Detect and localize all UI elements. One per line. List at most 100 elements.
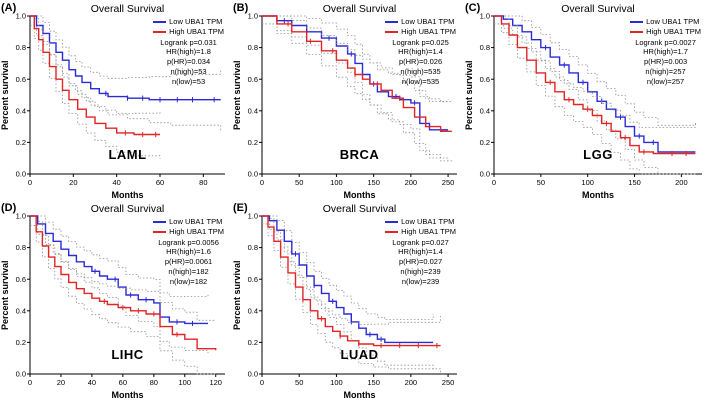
ci-lower-curve: [494, 23, 696, 175]
low-line-swatch: [385, 20, 399, 23]
legend-item-low: Low UBA1 TPM: [153, 17, 224, 27]
legend-item-high: High UBA1 TPM: [385, 227, 456, 237]
ci-lower-curve: [262, 23, 453, 163]
cancer-type-label: LGG: [583, 147, 613, 162]
stat-line: Logrank p=0.0027: [635, 37, 696, 47]
x-tick-label: 20: [69, 178, 77, 187]
stat-line: Logrank p=0.0056: [158, 237, 219, 247]
y-tick-label: 0.2: [248, 138, 258, 147]
y-tick-label: 0.4: [16, 106, 26, 115]
y-tick-label: 0.4: [248, 306, 258, 315]
x-tick-label: 40: [88, 378, 96, 387]
stat-line: HR(high)=1.7: [643, 47, 688, 57]
y-tick-label: 0.6: [16, 275, 26, 284]
low-line-swatch: [630, 20, 644, 23]
legend-label: High UBA1 TPM: [401, 226, 456, 236]
x-tick-label: 150: [628, 178, 641, 187]
panel-brca: 0.0 0.2 0.4 0.6 0.8 1.0 0 50 100 150 200 250 (B) Ov…: [232, 2, 464, 200]
low-line-swatch: [385, 220, 399, 223]
stat-line: HR(high)=1.4: [398, 47, 443, 57]
y-tick-label: 0.2: [16, 138, 26, 147]
y-tick-label: 0.2: [480, 138, 490, 147]
legend: Low UBA1 TPM High UBA1 TPM Logrank p=0.0…: [630, 17, 701, 86]
legend-item-high: High UBA1 TPM: [153, 227, 224, 237]
x-tick-label: 100: [581, 178, 594, 187]
legend-label: Low UBA1 TPM: [169, 17, 223, 26]
y-tick-label: 0.8: [248, 243, 258, 252]
y-tick-label: 0.0: [480, 170, 490, 179]
y-axis-label: Percent survival: [0, 260, 10, 330]
x-tick-label: 100: [179, 378, 192, 387]
x-tick-label: 50: [295, 178, 303, 187]
panel-letter: (E): [233, 202, 248, 214]
ci-upper-curve: [262, 15, 453, 103]
x-tick-label: 0: [28, 178, 32, 187]
x-tick-label: 250: [442, 378, 455, 387]
y-axis-label: Percent survival: [0, 60, 10, 130]
stat-line: p(HR)=0.0061: [164, 257, 213, 266]
y-tick-label: 0.8: [16, 243, 26, 252]
stat-line: HR(high)=1.6: [166, 247, 211, 257]
ci-upper-curve: [494, 15, 696, 128]
y-tick-label: 0.6: [248, 275, 258, 284]
km-curve: [30, 215, 217, 351]
legend: Low UBA1 TPM High UBA1 TPM Logrank p=0.0…: [153, 217, 224, 286]
x-tick-label: 100: [330, 378, 343, 387]
legend-item-low: Low UBA1 TPM: [153, 217, 224, 227]
ci-lower-curve: [30, 25, 161, 159]
high-line-swatch: [385, 230, 399, 233]
legend-label: Low UBA1 TPM: [401, 217, 455, 226]
stat-line: n(low)=53: [171, 76, 206, 86]
legend-label: High UBA1 TPM: [169, 26, 224, 36]
x-tick-label: 50: [295, 378, 303, 387]
y-tick-label: 0.8: [248, 43, 258, 52]
stats-block: Logrank p=0.025 HR(high)=1.4 p(HR)=0.026 n(…: [385, 38, 456, 87]
cancer-type-label: BRCA: [339, 147, 380, 162]
stat-line: Logrank p=0.027: [392, 237, 449, 247]
km-curve: [494, 15, 696, 155]
x-tick-label: 0: [260, 378, 264, 387]
stats-block: Logrank p=0.0027 HR(high)=1.7 p(HR)=0.003 n…: [630, 38, 701, 87]
y-tick-label: 1.0: [248, 12, 258, 21]
x-tick-label: 60: [119, 378, 127, 387]
panel-letter: (D): [1, 202, 17, 214]
legend-label: High UBA1 TPM: [401, 26, 456, 36]
km-curve: [262, 15, 449, 131]
y-tick-label: 0.0: [248, 170, 258, 179]
low-line-swatch: [153, 20, 167, 23]
legend-item-high: High UBA1 TPM: [385, 27, 456, 37]
x-tick-label: 200: [405, 178, 418, 187]
y-tick-label: 0.4: [16, 306, 26, 315]
legend-item-high: High UBA1 TPM: [630, 27, 701, 37]
legend-item-low: Low UBA1 TPM: [385, 17, 456, 27]
y-tick-label: 0.8: [16, 43, 26, 52]
y-tick-label: 0.0: [16, 170, 26, 179]
low-line-swatch: [153, 220, 167, 223]
legend-item-low: Low UBA1 TPM: [630, 17, 701, 27]
cancer-type-label: LUAD: [340, 347, 379, 362]
km-curve: [30, 15, 160, 136]
stat-line: n(high)=535: [400, 66, 441, 76]
stat-line: n(high)=182: [168, 266, 209, 276]
ci-upper-curve: [30, 15, 161, 114]
ci-upper-curve: [30, 215, 217, 321]
km-plot-lgg: 0.0 0.2 0.4 0.6 0.8 1.0 0 50 100 150 200: [480, 12, 702, 187]
stat-line: n(low)=239: [401, 276, 440, 286]
ci-upper-curve: [262, 215, 441, 325]
panel-letter: (C): [465, 2, 481, 14]
legend-label: High UBA1 TPM: [169, 226, 224, 236]
km-plot-laml: 0.0 0.2 0.4 0.6 0.8 1.0 0 20 40 60 80: [16, 12, 225, 187]
ci-upper-curve: [494, 15, 696, 126]
x-tick-label: 120: [209, 378, 222, 387]
x-axis-label: Months: [111, 390, 144, 400]
ci-lower-curve: [262, 223, 441, 374]
x-tick-label: 40: [112, 178, 120, 187]
stat-line: p(HR)=0.034: [166, 57, 211, 66]
stats-block: Logrank p=0.0056 HR(high)=1.6 p(HR)=0.0061…: [153, 238, 224, 287]
stat-line: n(low)=182: [169, 276, 208, 286]
legend: Low UBA1 TPM High UBA1 TPM Logrank p=0.0…: [153, 17, 224, 86]
cancer-type-label: LIHC: [111, 347, 144, 362]
y-axis-label: Percent survival: [232, 260, 242, 330]
legend-label: High UBA1 TPM: [646, 26, 701, 36]
x-axis-label: Months: [343, 390, 376, 400]
